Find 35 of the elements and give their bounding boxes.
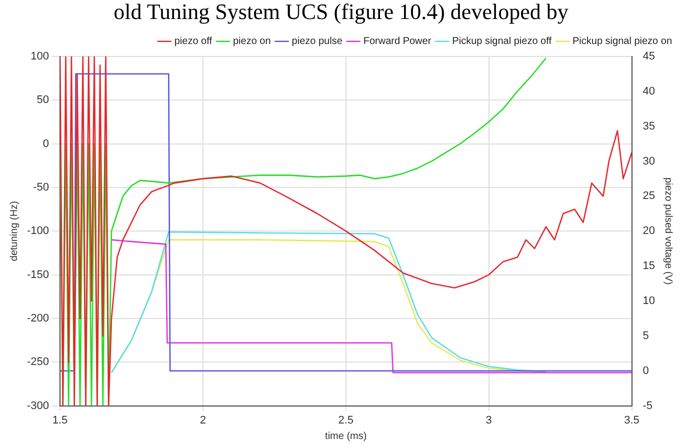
x-tick-label: 3 xyxy=(486,414,492,426)
y2-tick-label: -5 xyxy=(642,400,653,412)
legend-label: piezo on xyxy=(232,36,271,48)
y-tick-label: -100 xyxy=(26,225,50,238)
y2-tick-label: 20 xyxy=(642,225,656,238)
y-tick-label: 50 xyxy=(36,94,50,106)
y2-tick-label: 0 xyxy=(642,364,649,377)
y-tick-label: -300 xyxy=(26,400,50,412)
legend-label: Forward Power xyxy=(363,36,432,48)
x-tick-label: 1.5 xyxy=(52,414,68,426)
y-tick-label: -150 xyxy=(26,268,50,281)
x-axis-title: time (ms) xyxy=(325,430,367,442)
y-tick-label: 100 xyxy=(30,50,50,62)
y2-tick-label: 45 xyxy=(642,50,656,62)
legend-label: piezo off xyxy=(174,36,212,48)
x-tick-label: 2.5 xyxy=(338,414,354,426)
y2-tick-label: 15 xyxy=(642,260,656,272)
legend-label: Pickup signal piezo on xyxy=(572,36,672,48)
y-tick-label: -50 xyxy=(33,181,50,194)
x-tick-label: 2 xyxy=(200,414,206,426)
y-tick-label: -200 xyxy=(26,312,50,324)
chart-title: old Tuning System UCS (figure 10.4) developed by xyxy=(114,0,568,24)
x-tick-label: 3.5 xyxy=(624,414,640,426)
y-axis-title: detuning (Hz) xyxy=(8,201,20,262)
legend-label: Pickup signal piezo off xyxy=(452,36,552,48)
y2-tick-label: 25 xyxy=(642,190,656,202)
y2-axis-title: piezo pulsed voltage (V) xyxy=(662,177,674,285)
y-tick-label: 0 xyxy=(42,138,50,150)
y-tick-label: -250 xyxy=(26,356,50,368)
y2-tick-label: 35 xyxy=(642,120,656,132)
y2-tick-label: 30 xyxy=(642,155,656,168)
y2-tick-label: 40 xyxy=(642,85,656,98)
y2-tick-label: 5 xyxy=(642,330,649,342)
legend-label: piezo pulse xyxy=(292,36,343,48)
y2-tick-label: 10 xyxy=(642,295,656,308)
